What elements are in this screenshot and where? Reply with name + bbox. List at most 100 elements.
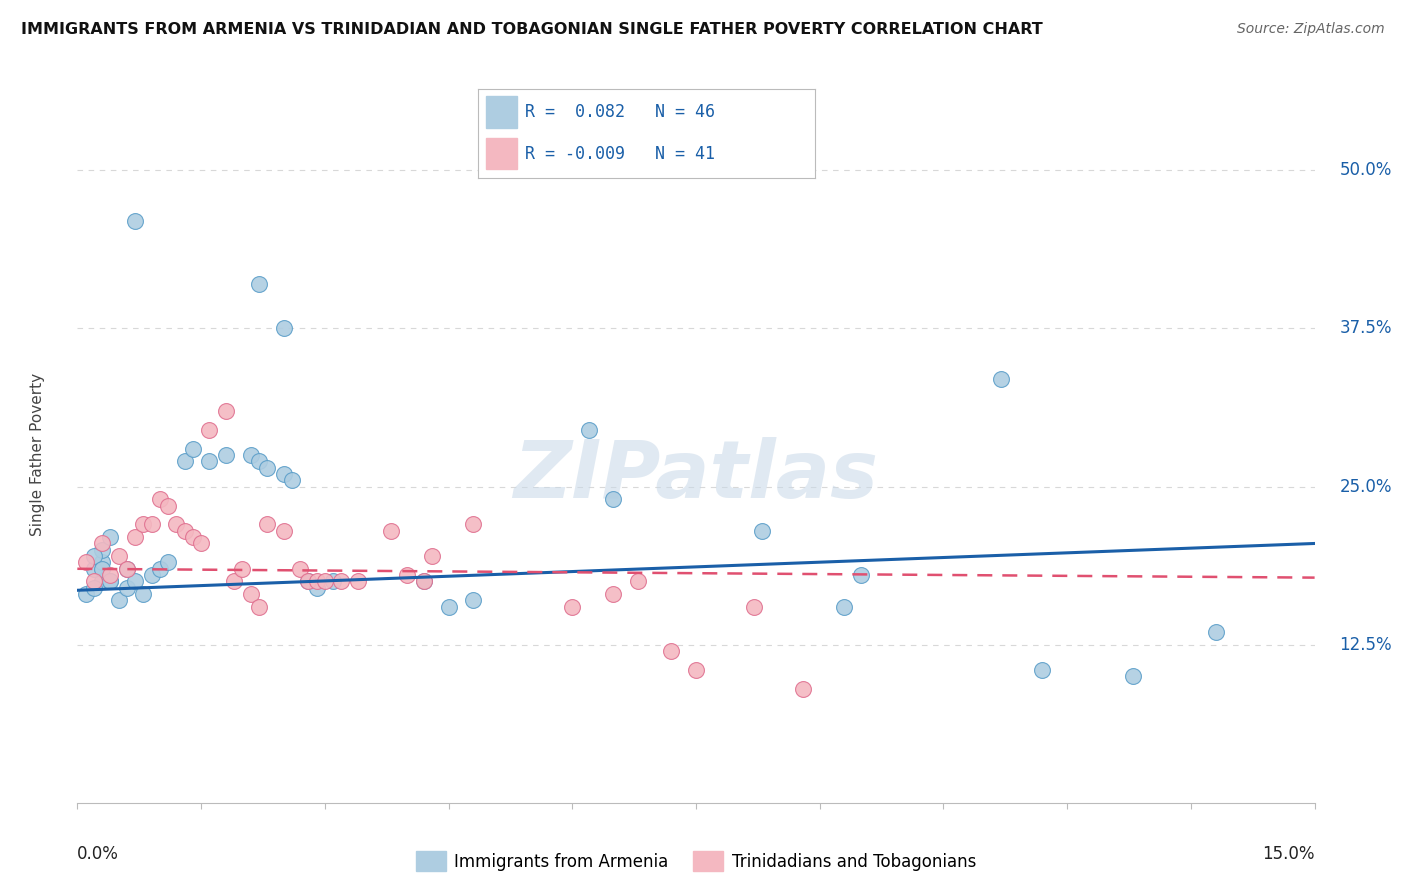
Point [659, 644, 682, 658]
Point [273, 524, 295, 538]
Point [91, 562, 114, 576]
Point [792, 681, 814, 696]
Point [91, 542, 114, 557]
Point [247, 277, 270, 292]
Point [83, 549, 105, 563]
Point [157, 499, 180, 513]
Point [83, 581, 105, 595]
Text: 50.0%: 50.0% [1340, 161, 1392, 179]
Point [627, 574, 650, 589]
Text: 12.5%: 12.5% [1340, 636, 1392, 654]
Point [412, 574, 434, 589]
Point [412, 574, 434, 589]
Point [396, 568, 419, 582]
Point [198, 454, 221, 468]
Point [149, 562, 172, 576]
Point [215, 403, 238, 417]
Point [297, 574, 319, 589]
Point [98, 574, 121, 589]
Text: 15.0%: 15.0% [1263, 845, 1315, 863]
Text: Source: ZipAtlas.com: Source: ZipAtlas.com [1237, 22, 1385, 37]
Point [141, 517, 163, 532]
Point [107, 549, 129, 563]
Point [463, 593, 485, 607]
Point [297, 574, 319, 589]
Point [990, 372, 1012, 386]
Point [115, 562, 138, 576]
Point [247, 454, 270, 468]
Point [602, 587, 624, 601]
Point [256, 517, 278, 532]
Point [124, 530, 146, 544]
Point [314, 574, 336, 589]
Point [849, 568, 872, 582]
Point [437, 599, 460, 614]
Point [91, 536, 114, 550]
Point [1122, 669, 1144, 683]
Point [91, 574, 114, 589]
Point [124, 214, 146, 228]
Point [132, 587, 155, 601]
Point [561, 599, 583, 614]
Point [173, 454, 195, 468]
Point [98, 568, 121, 582]
Point [98, 574, 121, 589]
Point [115, 581, 138, 595]
Point [685, 663, 707, 677]
Point [124, 574, 146, 589]
Point [198, 423, 221, 437]
Point [107, 593, 129, 607]
Point [83, 574, 105, 589]
Point [141, 568, 163, 582]
Point [231, 562, 253, 576]
Point [247, 599, 270, 614]
Point [322, 574, 344, 589]
Point [83, 562, 105, 576]
Text: R =  0.082   N = 46: R = 0.082 N = 46 [526, 103, 716, 121]
Point [1205, 625, 1227, 640]
Point [75, 587, 97, 601]
Point [834, 599, 856, 614]
Point [305, 574, 328, 589]
Point [578, 423, 600, 437]
Point [256, 460, 278, 475]
Point [742, 599, 765, 614]
Point [273, 467, 295, 481]
Point [380, 524, 402, 538]
Text: 25.0%: 25.0% [1340, 477, 1392, 496]
Point [420, 549, 443, 563]
Point [281, 473, 304, 487]
Point [173, 524, 195, 538]
Point [215, 448, 238, 462]
Point [115, 562, 138, 576]
Point [288, 562, 311, 576]
Point [751, 524, 773, 538]
Bar [486, 96, 517, 128]
Point [239, 448, 262, 462]
Point [91, 556, 114, 570]
Legend: Immigrants from Armenia, Trinidadians and Tobagonians: Immigrants from Armenia, Trinidadians an… [409, 845, 983, 878]
Bar [486, 138, 517, 169]
Text: ZIPatlas: ZIPatlas [513, 437, 879, 515]
Text: 37.5%: 37.5% [1340, 319, 1392, 337]
Point [181, 442, 204, 456]
Point [181, 530, 204, 544]
Point [330, 574, 353, 589]
Point [222, 574, 245, 589]
Point [157, 556, 180, 570]
Text: IMMIGRANTS FROM ARMENIA VS TRINIDADIAN AND TOBAGONIAN SINGLE FATHER POVERTY CORR: IMMIGRANTS FROM ARMENIA VS TRINIDADIAN A… [21, 22, 1043, 37]
Point [463, 517, 485, 532]
Text: 0.0%: 0.0% [77, 845, 120, 863]
Point [190, 536, 212, 550]
Text: Single Father Poverty: Single Father Poverty [31, 374, 45, 536]
Point [305, 581, 328, 595]
Point [149, 492, 172, 507]
Point [602, 492, 624, 507]
Point [273, 321, 295, 335]
Text: R = -0.009   N = 41: R = -0.009 N = 41 [526, 145, 716, 163]
Point [239, 587, 262, 601]
Point [165, 517, 187, 532]
Point [75, 556, 97, 570]
Point [132, 517, 155, 532]
Point [1031, 663, 1053, 677]
